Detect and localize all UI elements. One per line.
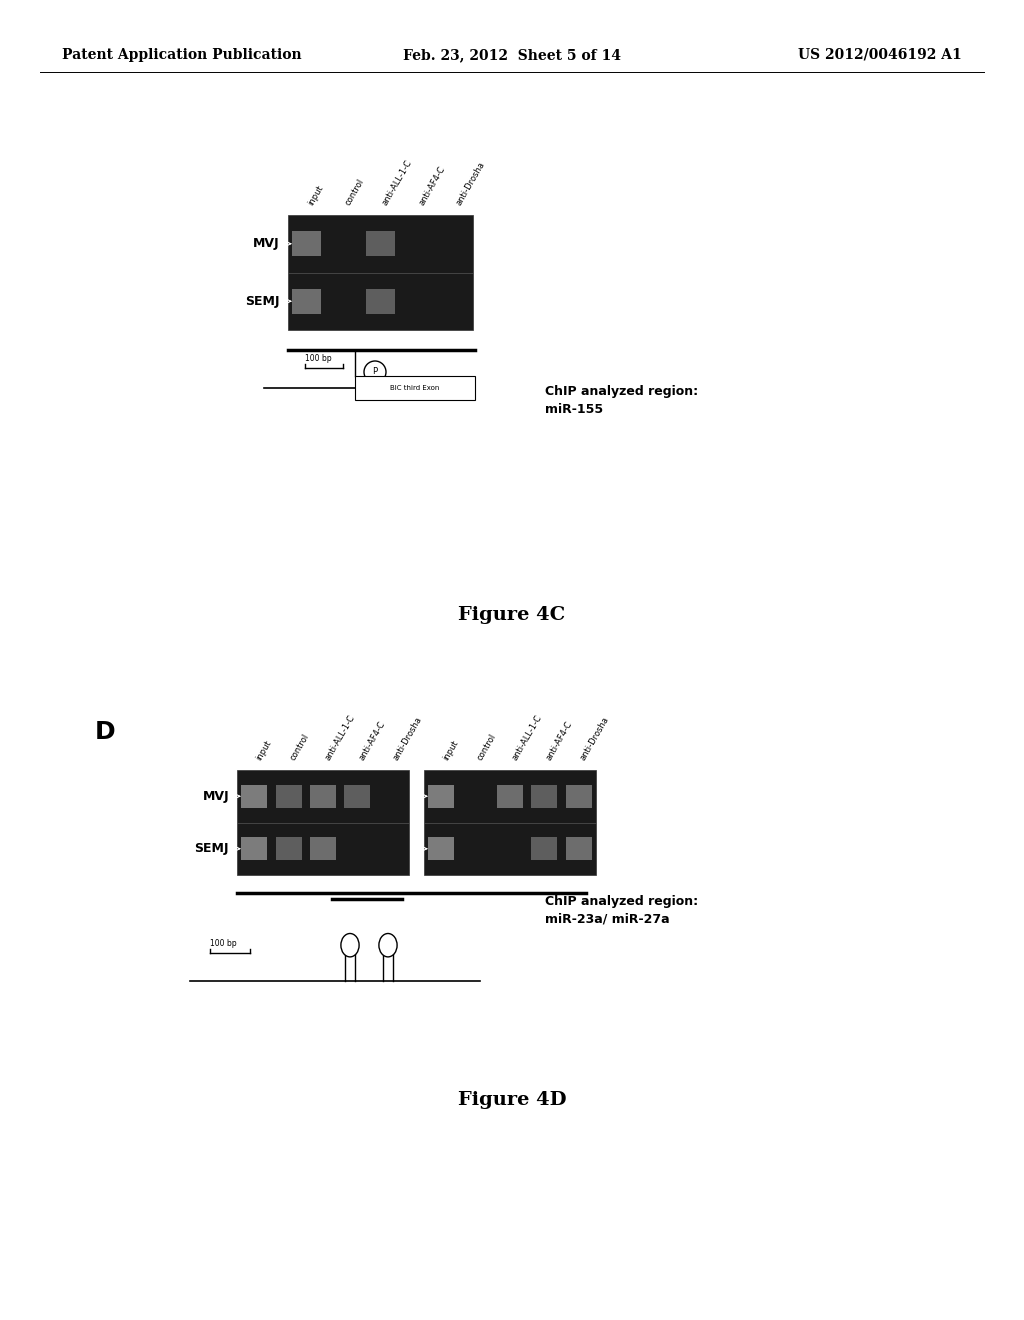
Text: ChIP analyzed region:
miR-155: ChIP analyzed region: miR-155 xyxy=(545,385,698,416)
Text: anti-ALL-1-C: anti-ALL-1-C xyxy=(381,158,414,207)
Text: SEMJ: SEMJ xyxy=(246,294,280,308)
Text: 100 bp: 100 bp xyxy=(305,354,332,363)
Ellipse shape xyxy=(341,933,359,957)
Text: 100 bp: 100 bp xyxy=(210,939,237,948)
Bar xyxy=(237,770,409,875)
Bar xyxy=(531,784,557,808)
Ellipse shape xyxy=(379,933,397,957)
Bar xyxy=(565,837,592,861)
Bar xyxy=(428,784,455,808)
Text: Figure 4C: Figure 4C xyxy=(459,606,565,624)
Text: control: control xyxy=(475,733,498,762)
Bar xyxy=(565,784,592,808)
Bar xyxy=(293,231,321,256)
Text: D: D xyxy=(95,719,116,744)
Bar xyxy=(531,837,557,861)
Text: anti-Drosha: anti-Drosha xyxy=(392,715,424,762)
Bar xyxy=(497,784,523,808)
Text: SEMJ: SEMJ xyxy=(195,842,229,855)
Bar xyxy=(310,784,336,808)
Bar xyxy=(355,376,475,400)
Bar xyxy=(275,784,302,808)
Bar xyxy=(367,289,394,314)
Bar xyxy=(293,289,321,314)
Bar xyxy=(428,837,455,861)
Text: anti-ALL-1-C: anti-ALL-1-C xyxy=(323,713,356,762)
Bar xyxy=(241,837,267,861)
Text: control: control xyxy=(289,733,311,762)
Text: control: control xyxy=(343,177,366,207)
Text: input: input xyxy=(441,739,460,762)
Ellipse shape xyxy=(364,360,386,383)
Text: anti-AF4-C: anti-AF4-C xyxy=(418,165,447,207)
Bar xyxy=(241,784,267,808)
Bar xyxy=(424,770,596,875)
Bar xyxy=(344,784,371,808)
Text: BIC third Exon: BIC third Exon xyxy=(390,385,439,391)
Text: Figure 4D: Figure 4D xyxy=(458,1092,566,1109)
Text: MVJ: MVJ xyxy=(253,238,280,251)
Text: anti-AF4-C: anti-AF4-C xyxy=(545,719,574,762)
Bar xyxy=(310,837,336,861)
Text: ChIP analyzed region:
miR-23a/ miR-27a: ChIP analyzed region: miR-23a/ miR-27a xyxy=(545,895,698,927)
Text: anti-AF4-C: anti-AF4-C xyxy=(357,719,387,762)
Bar xyxy=(288,215,473,330)
Text: anti-Drosha: anti-Drosha xyxy=(579,715,611,762)
Text: anti-ALL-1-C: anti-ALL-1-C xyxy=(510,713,544,762)
Text: input: input xyxy=(254,739,272,762)
Bar xyxy=(367,231,394,256)
Text: anti-Drosha: anti-Drosha xyxy=(455,160,486,207)
Text: MVJ: MVJ xyxy=(203,789,229,803)
Text: P: P xyxy=(373,367,378,376)
Text: US 2012/0046192 A1: US 2012/0046192 A1 xyxy=(799,48,962,62)
Text: input: input xyxy=(306,183,326,207)
Text: Feb. 23, 2012  Sheet 5 of 14: Feb. 23, 2012 Sheet 5 of 14 xyxy=(403,48,621,62)
Text: Patent Application Publication: Patent Application Publication xyxy=(62,48,302,62)
Bar xyxy=(275,837,302,861)
